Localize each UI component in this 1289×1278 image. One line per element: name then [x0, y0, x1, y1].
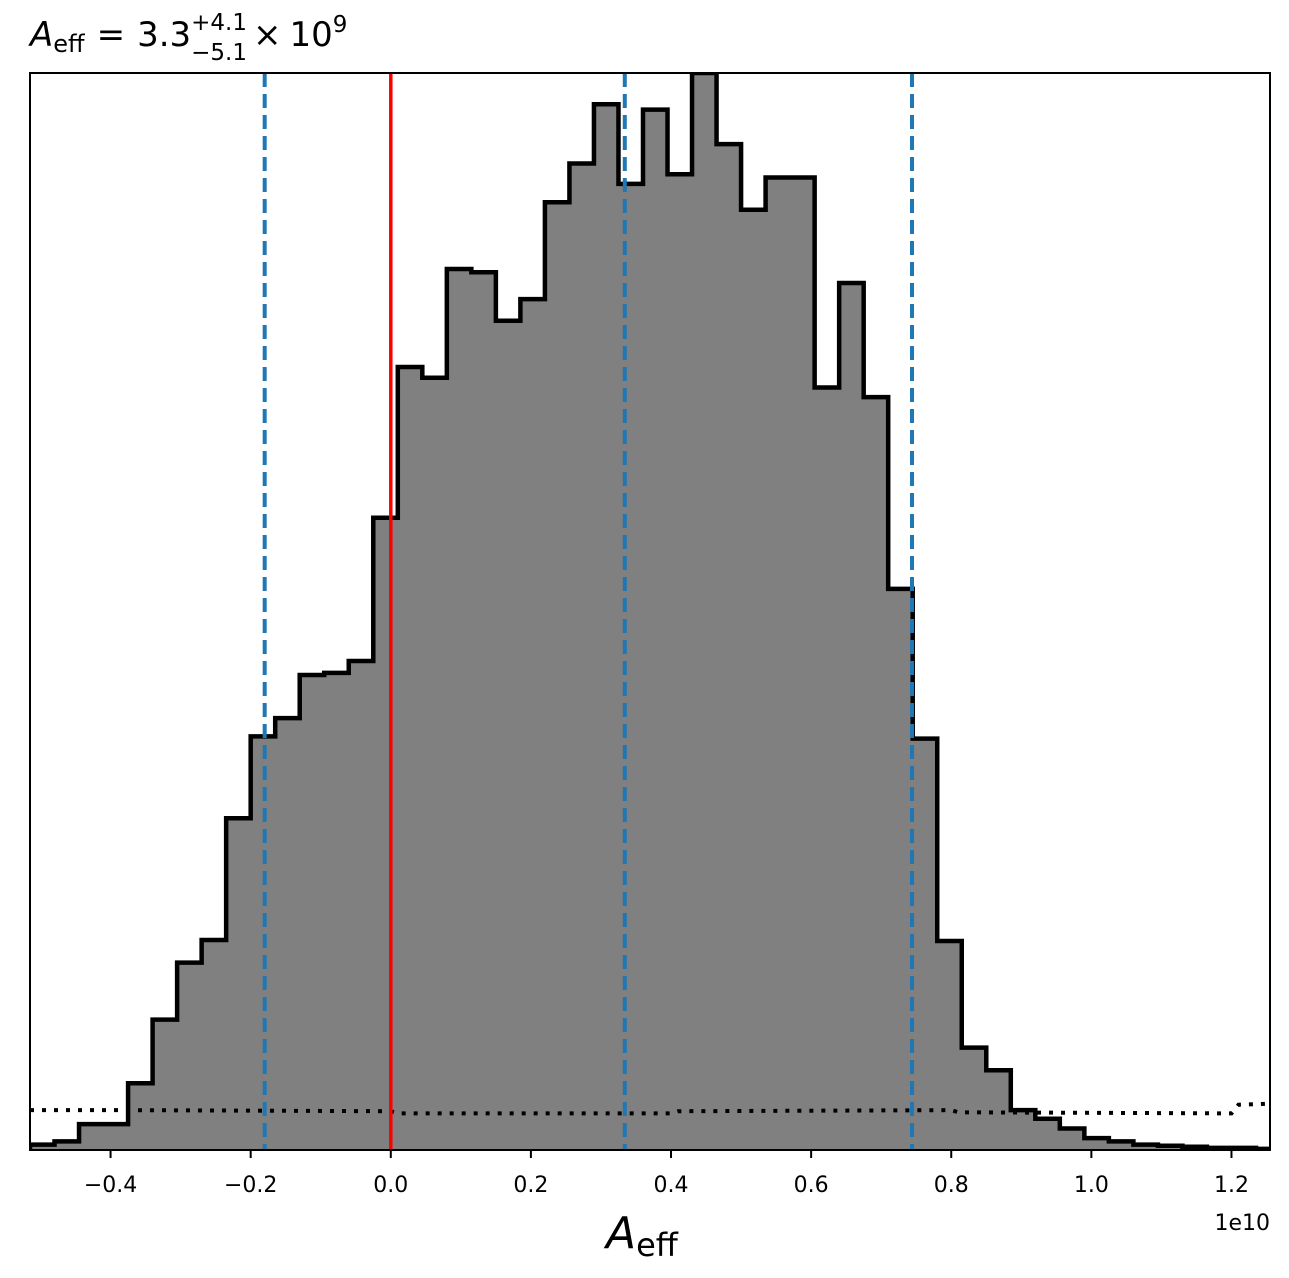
histogram-bar — [839, 283, 865, 1150]
histogram-bar — [79, 1124, 105, 1150]
x-tick-label: 0.4 — [654, 1173, 689, 1198]
histogram-bar — [618, 183, 644, 1150]
x-axis-label-symbol: A — [603, 1208, 636, 1259]
title-error-minus: −5.1 — [191, 40, 247, 66]
histogram-bar — [1035, 1118, 1061, 1150]
histogram-bar — [54, 1141, 80, 1150]
histogram-bar — [103, 1124, 129, 1150]
x-axis-label: Aeff — [603, 1208, 679, 1264]
title-times: × — [253, 15, 282, 55]
x-tick-label: 0.6 — [794, 1173, 829, 1198]
histogram-bar — [520, 299, 546, 1150]
histogram-bar — [1010, 1110, 1036, 1150]
histogram-bar — [1108, 1141, 1134, 1150]
histogram-bar — [716, 144, 742, 1150]
histogram-bar — [1133, 1144, 1159, 1150]
x-tick-label: 0.2 — [513, 1173, 548, 1198]
x-tick-label: −0.2 — [224, 1173, 277, 1198]
histogram-bar — [961, 1047, 987, 1150]
histogram-bar — [593, 104, 620, 1150]
histogram-bar — [937, 941, 963, 1150]
title-symbol-subscript: eff — [53, 30, 85, 58]
histogram-bar — [667, 174, 693, 1150]
histogram-bar — [495, 320, 521, 1150]
histogram-bar — [544, 202, 571, 1150]
title-symbol: A — [28, 15, 53, 55]
x-tick-label: 1.0 — [1074, 1173, 1109, 1198]
histogram-bar — [275, 718, 301, 1150]
x-axis-label-subscript: eff — [636, 1226, 679, 1264]
x-tick-label: −0.4 — [84, 1173, 137, 1198]
histogram-bar — [422, 377, 448, 1150]
histogram-bar — [128, 1083, 154, 1150]
title-equals: = — [97, 15, 126, 55]
x-tick-label: 0.0 — [373, 1173, 408, 1198]
histogram-bar — [986, 1070, 1012, 1150]
histogram-bar — [201, 939, 227, 1150]
x-tick-label: 0.8 — [934, 1173, 969, 1198]
histogram-bar — [30, 1144, 56, 1150]
histogram-bar — [888, 588, 914, 1150]
histogram-bar — [1084, 1138, 1110, 1150]
title-power-base: 10 — [290, 15, 333, 55]
plot-area: −0.4 −0.2 0.0 0.2 0.4 0.6 0.8 1.0 1.2 — [29, 72, 1271, 1198]
x-axis-offset-label: 1e10 — [1214, 1211, 1270, 1236]
histogram-bar — [299, 675, 325, 1150]
histogram-bar — [152, 1019, 178, 1150]
histogram-bar — [1059, 1128, 1085, 1150]
histogram-bar — [912, 738, 938, 1150]
histogram-bar — [814, 387, 840, 1150]
histogram-outline — [30, 73, 1270, 1150]
histogram-bar — [863, 397, 889, 1150]
histogram-bar — [226, 818, 252, 1150]
histogram-bar — [471, 272, 497, 1150]
histogram-bar — [569, 163, 595, 1150]
histogram-bar — [348, 661, 374, 1150]
title-median: 3.3 — [137, 15, 191, 55]
histogram-bar — [741, 209, 767, 1150]
title-power-exponent: 9 — [333, 12, 348, 38]
chart-title: Aeff = 3.3+4.1 −5.1 × 109 — [28, 10, 347, 66]
histogram-bar — [373, 517, 399, 1150]
histogram-bar — [642, 109, 669, 1150]
prior-line — [30, 1101, 1270, 1116]
histogram-bar — [765, 177, 791, 1150]
histogram-bar — [177, 962, 203, 1150]
histogram-bar — [692, 73, 718, 1150]
histogram-bar — [446, 269, 472, 1150]
histogram-bar — [790, 177, 816, 1150]
histogram-bar — [324, 672, 350, 1150]
title-error-plus: +4.1 — [191, 10, 247, 36]
x-tick-label: 1.2 — [1214, 1173, 1249, 1198]
histogram-bar — [397, 367, 423, 1150]
axes-frame — [29, 72, 1271, 1151]
